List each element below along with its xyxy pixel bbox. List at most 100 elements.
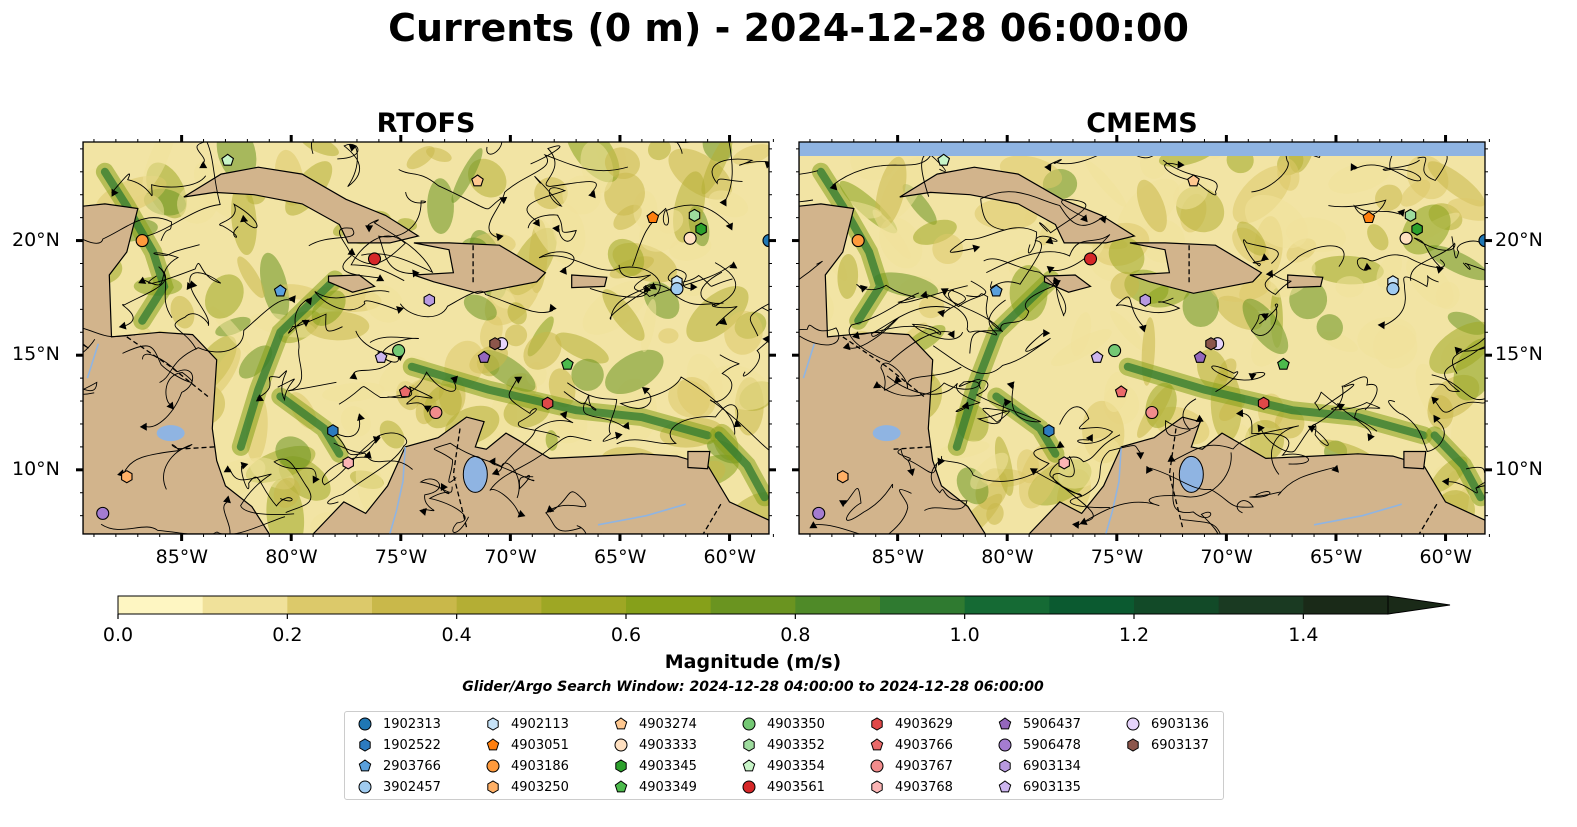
streamline [331, 416, 413, 470]
float-marker-4903352 [1404, 208, 1417, 223]
panel-title-rtofs: RTOFS [376, 108, 476, 139]
float-marker-4903345 [695, 222, 707, 236]
legend-marker-circle-icon [358, 717, 372, 731]
streamline-arrow [778, 153, 788, 164]
colorbar-segment [118, 596, 204, 614]
streamline-arrow [1367, 433, 1375, 442]
nodata-band [799, 142, 1485, 156]
legend-marker-pentagon-icon [742, 759, 756, 772]
streamline-arrow [440, 483, 448, 491]
streamline-arrow [349, 372, 358, 380]
streamline-arrow [304, 297, 313, 306]
streamline [122, 266, 173, 327]
streamline-arrow [622, 421, 630, 430]
streamline-arrow [729, 261, 738, 269]
streamline [327, 432, 407, 505]
legend-label: 3902457 [383, 779, 441, 795]
streamline [399, 290, 554, 318]
streamline-arrow [301, 319, 310, 327]
streamline-arrow [839, 500, 848, 508]
border [842, 336, 925, 398]
map-panel-rtofs [83, 101, 779, 534]
lon-tick-label: 60°W [703, 546, 757, 568]
legend-item: 4903051 [485, 735, 569, 755]
streamline-arrow [255, 394, 264, 402]
legend-marker-pentagon-icon [998, 780, 1012, 793]
streamline [711, 158, 769, 185]
streamline [488, 153, 629, 239]
streamline [1162, 159, 1218, 196]
streamline-arrow [1261, 253, 1269, 261]
colorbar-tick-label: 0.0 [102, 624, 134, 646]
streamline-arrow [690, 282, 698, 292]
float-marker-4903051 [646, 210, 660, 224]
float-marker-4903350 [1108, 344, 1122, 358]
colorbar-segment [372, 596, 458, 614]
streamline-arrow [189, 280, 198, 289]
legend-label: 4903350 [767, 716, 825, 732]
streamline [1059, 406, 1114, 444]
streamline-arrow [1136, 452, 1145, 460]
streamline-arrow [412, 269, 420, 278]
legend-marker-circle-icon [1126, 717, 1140, 731]
colorbar-segment [1218, 596, 1304, 614]
legend-item: 4903274 [613, 714, 697, 734]
streamline-arrow [852, 331, 860, 340]
streamline-arrow [947, 330, 955, 339]
colorbar-segment [1049, 596, 1135, 614]
streamline [1417, 142, 1448, 181]
colorbar-segment [964, 596, 1050, 614]
streamline [545, 491, 587, 532]
colorbar-segment [710, 596, 796, 614]
legend-item: 4903333 [613, 735, 697, 755]
float-marker-4903767 [1145, 405, 1159, 420]
streamline-arrow [1454, 346, 1463, 355]
legend-item: 4903345 [613, 756, 697, 776]
streamline-arrow [1260, 313, 1269, 321]
streamline-arrow [1043, 329, 1051, 338]
float-marker-2903766 [273, 284, 287, 297]
float-marker-6903134 [423, 293, 436, 307]
streamline-arrow [769, 453, 779, 463]
streamline [1311, 376, 1378, 427]
legend-item: 4902113 [485, 714, 569, 734]
legend-marker-circle-icon [742, 717, 756, 731]
streamline [1410, 237, 1456, 281]
float-marker-4903768 [342, 456, 354, 470]
streamline [387, 385, 433, 410]
lon-tick-label: 85°W [155, 546, 209, 568]
streamline [618, 264, 732, 298]
lon-tick-label: 65°W [593, 546, 647, 568]
streamline-arrow [1531, 279, 1541, 289]
float-marker-4903354 [937, 153, 951, 166]
legend-marker-hexagon-icon [871, 780, 883, 794]
streamline [844, 483, 894, 521]
streamline-arrow [733, 419, 742, 428]
streamline [508, 380, 560, 438]
streamline-arrow [396, 101, 407, 111]
streamline [975, 379, 1041, 423]
float-marker-6903137 [489, 337, 501, 351]
streamline [144, 244, 200, 286]
river [597, 503, 686, 526]
streamline-arrow [166, 401, 174, 410]
legend-label: 4903186 [511, 758, 569, 774]
legend-marker-circle-icon [614, 738, 628, 752]
float-marker-4903274 [471, 174, 484, 187]
streamline-arrow [1397, 209, 1405, 217]
river [86, 343, 100, 379]
border [702, 503, 722, 534]
legend-item: 4903250 [485, 777, 569, 797]
streamline [832, 150, 933, 197]
lat-tick-label: 20°N [1495, 228, 1543, 251]
streamline [1181, 519, 1221, 534]
legend-label: 4903354 [767, 758, 825, 774]
float-marker-4903186 [135, 234, 149, 248]
legend-item: 2903766 [357, 756, 441, 776]
streamline [567, 382, 620, 442]
streamline-arrow [648, 282, 657, 290]
streamline-arrow [549, 303, 557, 312]
streamline-arrow [907, 468, 915, 477]
streamline [854, 323, 964, 340]
streamline [749, 303, 769, 337]
